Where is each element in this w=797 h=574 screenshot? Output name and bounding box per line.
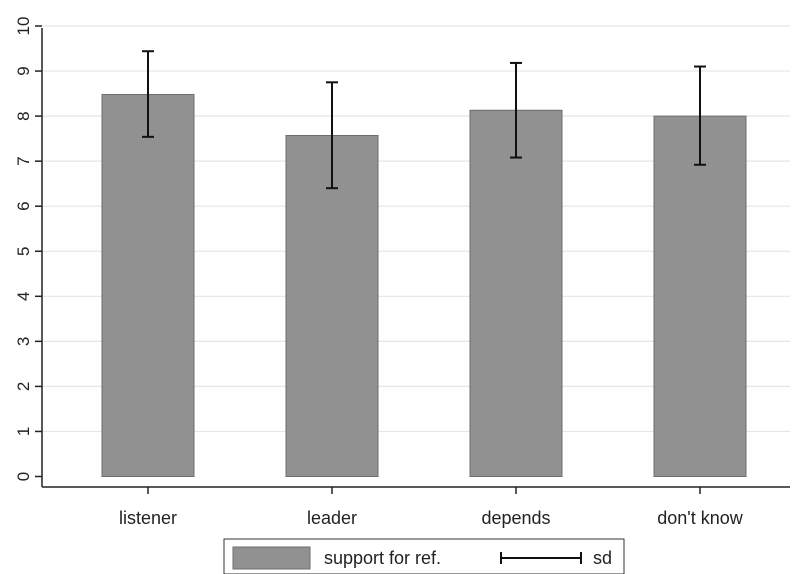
bar [653, 115, 747, 477]
legend-swatch-errorbar [500, 552, 582, 564]
legend-label-sd: sd [593, 548, 612, 568]
x-axis-ticks: listener leader depends don't know [119, 487, 744, 528]
legend: support for ref. sd [223, 538, 625, 574]
y-tick-label: 6 [14, 201, 33, 210]
y-tick-label: 0 [14, 472, 33, 481]
y-tick-label: 5 [14, 247, 33, 256]
y-tick-label: 2 [14, 382, 33, 391]
y-tick-label: 1 [14, 427, 33, 436]
x-tick-label: listener [119, 508, 177, 528]
legend-label-series: support for ref. [324, 548, 441, 568]
error-bar [142, 50, 154, 138]
y-tick-label: 7 [14, 156, 33, 165]
error-bar [326, 81, 338, 190]
y-tick-label: 8 [14, 111, 33, 120]
error-bar [510, 61, 522, 159]
bar [101, 93, 195, 477]
x-tick-label: leader [307, 508, 357, 528]
bar [469, 109, 563, 477]
y-axis-ticks: 0 1 2 3 4 5 6 7 8 9 10 [14, 17, 42, 481]
x-tick-label: depends [481, 508, 550, 528]
legend-swatch-bar [232, 546, 311, 570]
y-tick-label: 3 [14, 337, 33, 346]
bars [101, 93, 747, 477]
y-tick-label: 4 [14, 292, 33, 301]
error-bars [142, 50, 706, 190]
error-bar [694, 65, 706, 166]
y-tick-label: 9 [14, 66, 33, 75]
y-tick-label: 10 [14, 17, 33, 36]
x-tick-label: don't know [657, 508, 743, 528]
